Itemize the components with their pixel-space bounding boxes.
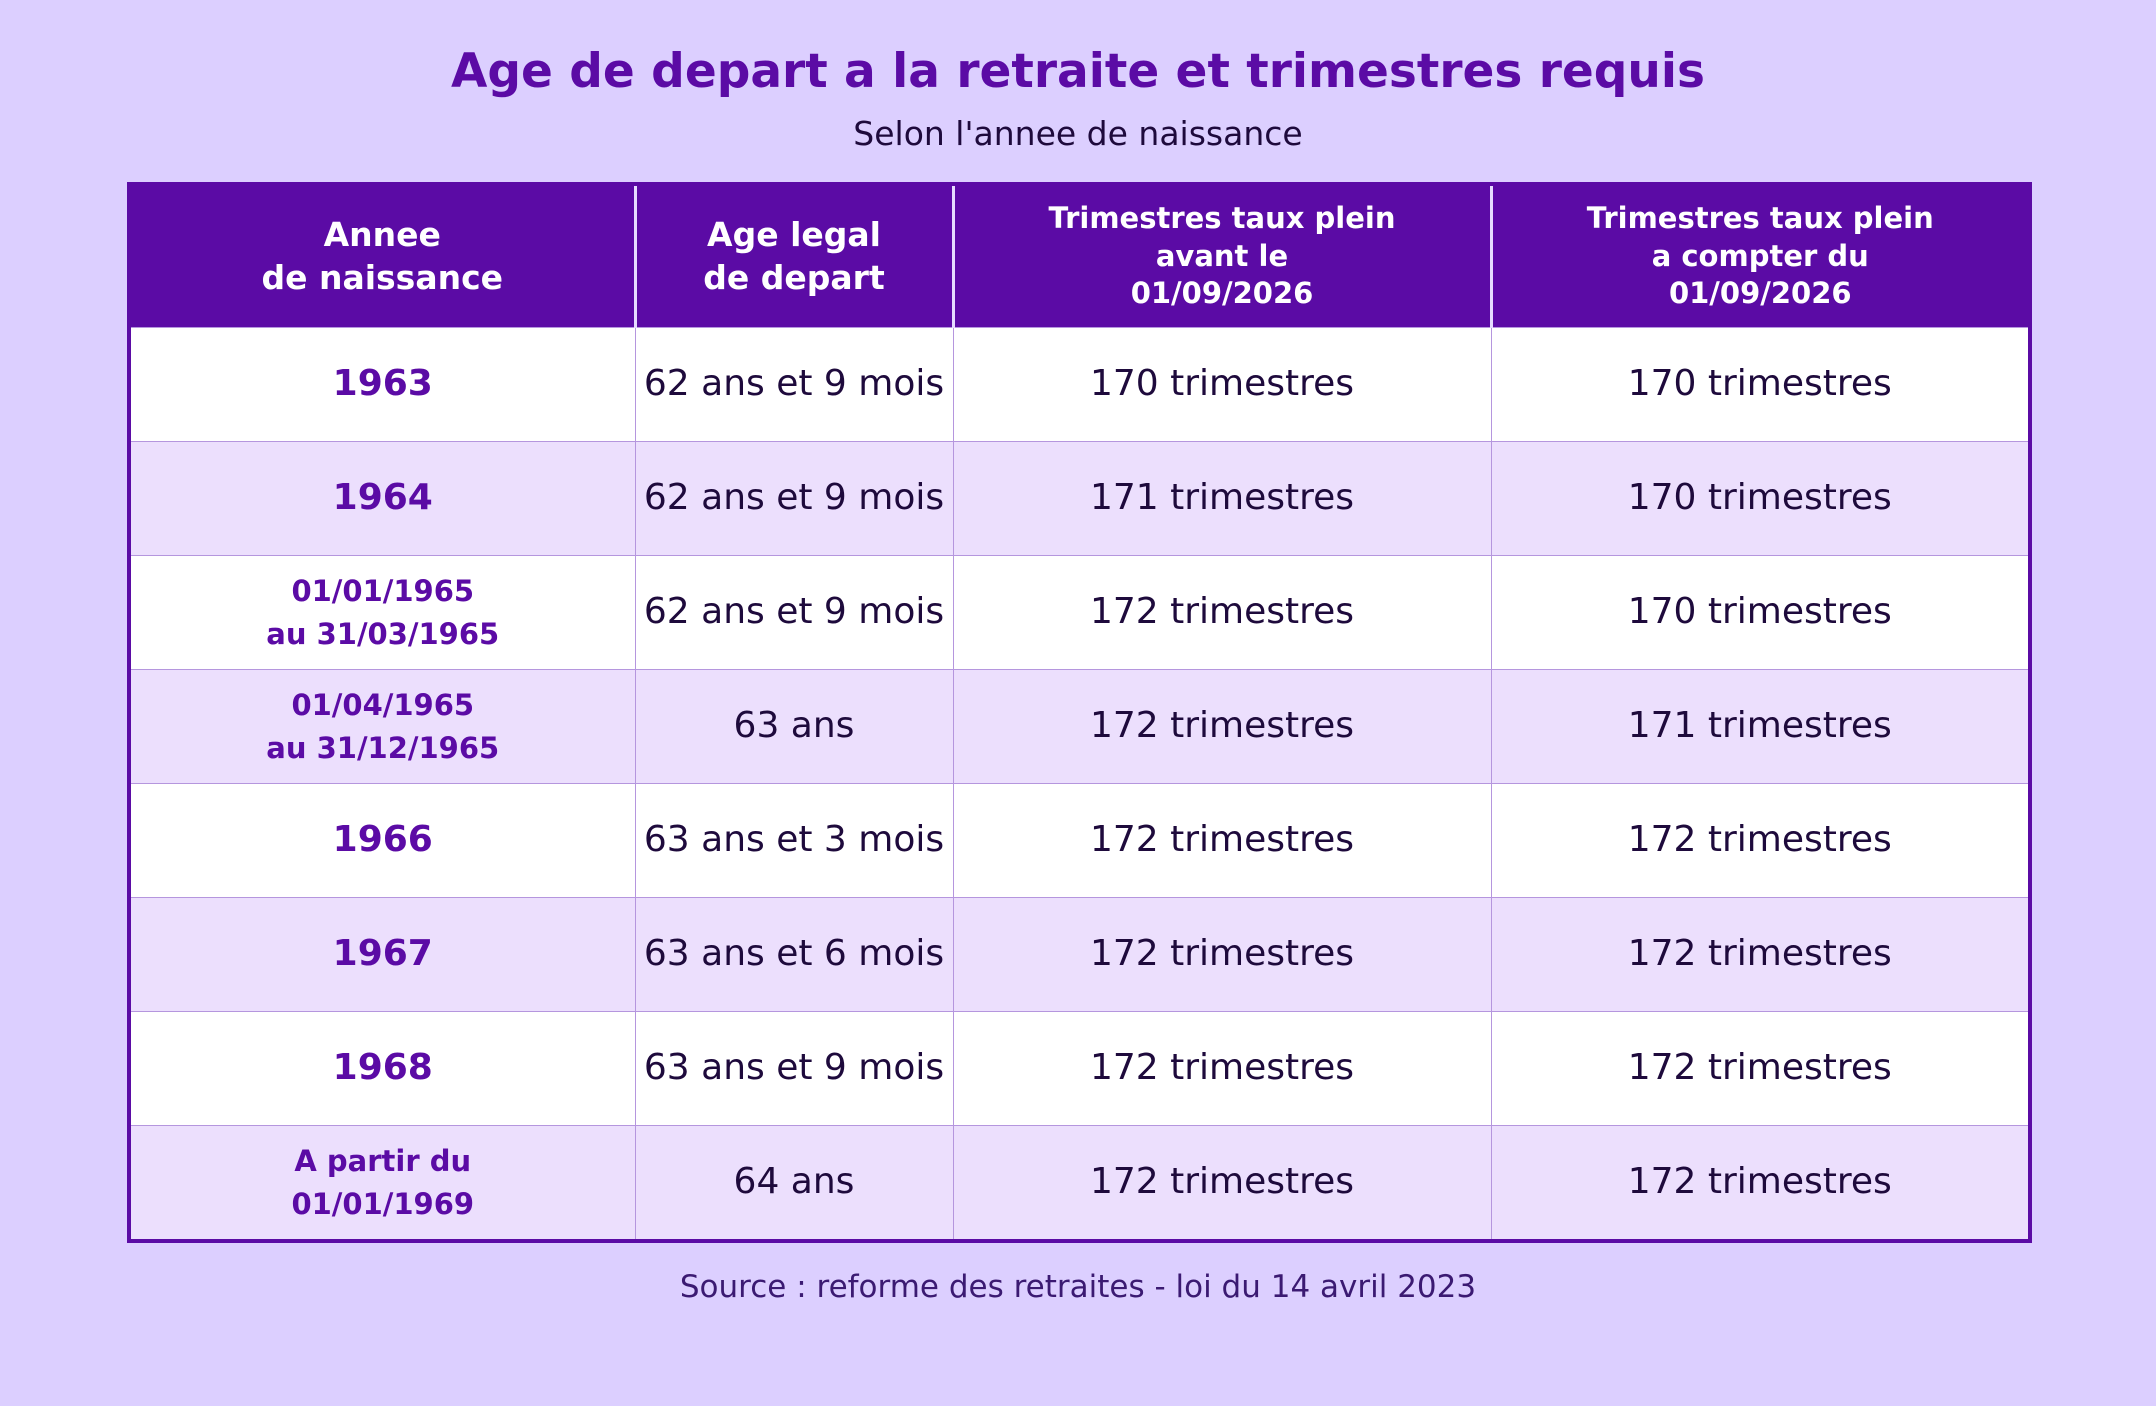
table-cell: 172 trimestres [952,783,1492,898]
table-row: 1966 63 ans et 3 mois 172 trimestres 172 tr… [128,783,2031,898]
table-cell: 170 trimestres [1490,327,2031,442]
table-row: 1968 63 ans et 9 mois 172 trimestres 172 tr… [128,1011,2031,1126]
column-header: Trimestres taux plein avant le 01/09/202… [951,184,1491,328]
table-cell: 172 trimestres [952,1125,1492,1242]
table-cell: 63 ans et 3 mois [634,783,954,898]
birth-cell: 1968 [128,1011,636,1126]
table-cell: 63 ans et 6 mois [634,897,954,1012]
table-cell: 172 trimestres [952,897,1492,1012]
table-row: 1963 62 ans et 9 mois 170 trimestres 170 tr… [128,327,2031,442]
table-row: 01/04/1965 au 31/12/1965 63 ans 172 trimes… [128,669,2031,784]
birth-cell: 1964 [128,441,636,556]
table-cell: 172 trimestres [1490,897,2031,1012]
birth-cell: 1967 [128,897,636,1012]
table-cell: 172 trimestres [1490,1011,2031,1126]
table-cell: 170 trimestres [1490,441,2031,556]
birth-cell: 01/01/1965 au 31/03/1965 [128,555,636,670]
table-cell: 62 ans et 9 mois [634,327,954,442]
source: Source : reforme des retraites - loi du … [679,1269,1477,1305]
table-row: 01/01/1965 au 31/03/1965 62 ans et 9 mois… [128,555,2031,670]
table-cell: 170 trimestres [952,327,1492,442]
table-cell: 172 trimestres [952,1011,1492,1126]
table-row: 1967 63 ans et 6 mois 172 trimestres 172 tr… [128,897,2031,1012]
column-header: Annee de naissance [129,184,635,328]
table-cell: 172 trimestres [952,669,1492,784]
title: Age de depart a la retraite et trimestre… [451,44,1705,99]
table-cell: 170 trimestres [1490,555,2031,670]
column-header: Trimestres taux plein a compter du 01/09… [1489,184,2030,328]
birth-cell: 1966 [128,783,636,898]
table-cell: 172 trimestres [1490,783,2031,898]
table-cell: 63 ans et 9 mois [634,1011,954,1126]
table-cell: 171 trimestres [952,441,1492,556]
table-row: 1964 62 ans et 9 mois 171 trimestres 170 tr… [128,441,2031,556]
table-cell: 172 trimestres [952,555,1492,670]
column-header: Age legal de depart [633,184,953,328]
table: Annee de naissance Age legal de depart Tri… [127,182,2032,1243]
table-cell: 62 ans et 9 mois [634,555,954,670]
birth-cell: A partir du 01/01/1969 [128,1125,636,1242]
table-row: A partir du 01/01/1969 64 ans 172 trimestr… [128,1125,2031,1242]
birth-cell: 01/04/1965 au 31/12/1965 [128,669,636,784]
table-cell: 172 trimestres [1490,1125,2031,1242]
table-cell: 62 ans et 9 mois [634,441,954,556]
birth-cell: 1963 [128,327,636,442]
header-row: Annee de naissance Age legal de depart Tri… [129,184,2030,328]
table-cell: 63 ans [634,669,954,784]
table-cell: 64 ans [634,1125,954,1242]
subtitle: Selon l'annee de naissance [853,114,1303,153]
table-cell: 171 trimestres [1490,669,2031,784]
